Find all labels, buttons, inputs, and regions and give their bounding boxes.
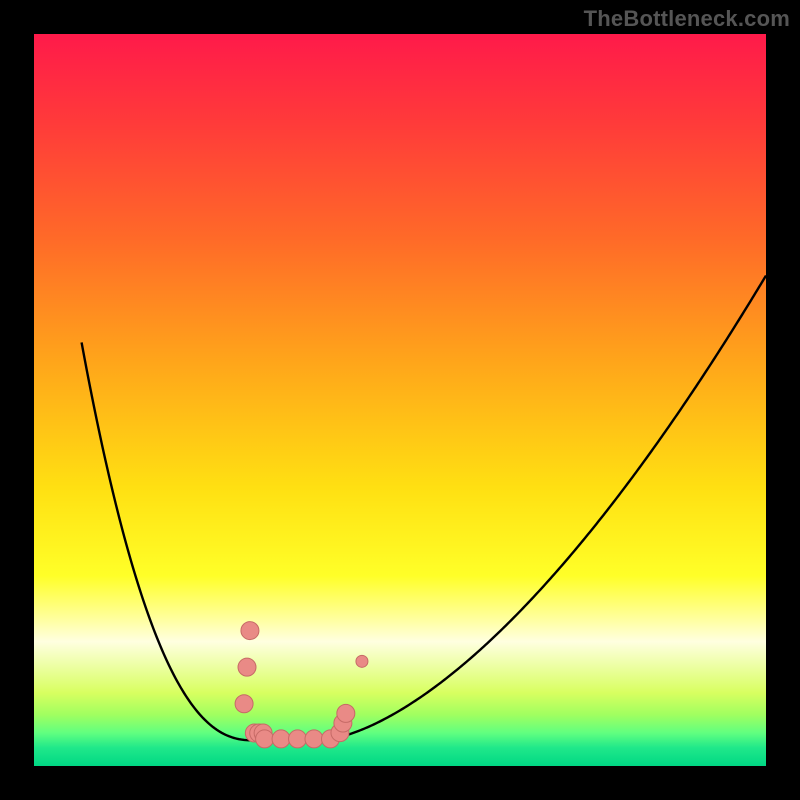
gradient-background: [34, 34, 766, 766]
data-marker: [289, 730, 307, 748]
data-marker: [256, 730, 274, 748]
chart-canvas: TheBottleneck.com: [0, 0, 800, 800]
data-marker: [356, 655, 368, 667]
data-marker: [241, 622, 259, 640]
data-marker: [238, 658, 256, 676]
data-marker: [235, 695, 253, 713]
data-marker: [337, 704, 355, 722]
data-marker: [272, 730, 290, 748]
plot-area: [34, 34, 766, 766]
watermark-text: TheBottleneck.com: [584, 6, 790, 32]
data-marker: [305, 730, 323, 748]
